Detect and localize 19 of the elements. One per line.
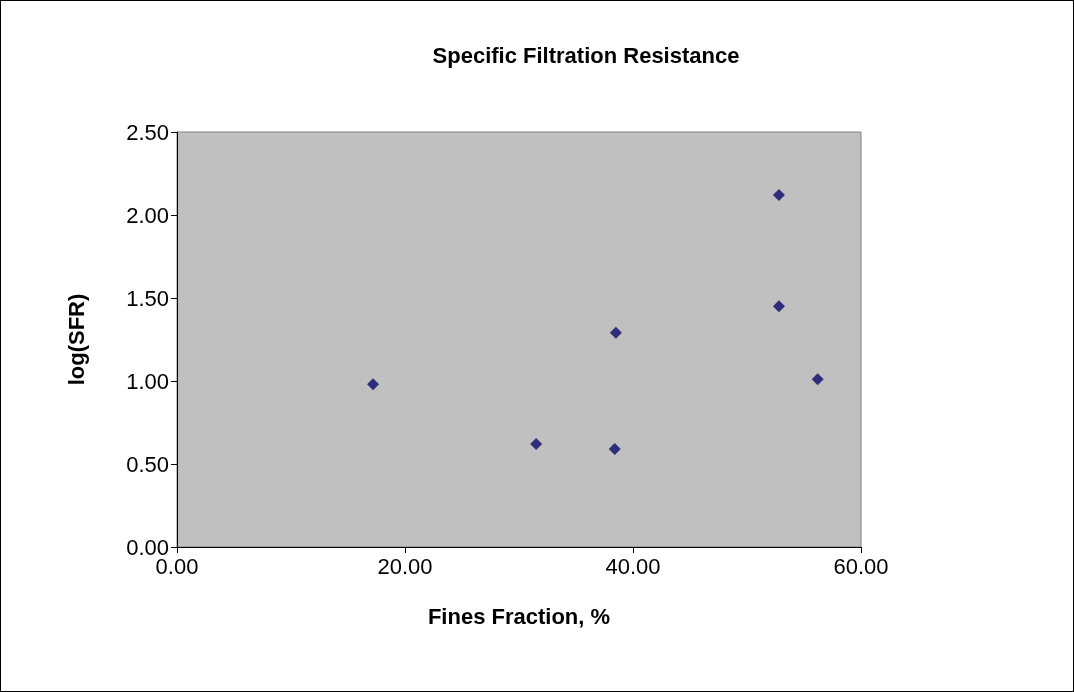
point — [608, 443, 621, 456]
x-tick-label: 40.00 — [605, 553, 661, 579]
point — [811, 373, 824, 386]
x-tick-label: 20.00 — [377, 553, 433, 579]
chart-title: Specific Filtration Resistance — [432, 42, 740, 68]
point — [772, 189, 785, 202]
y-tick-label: 1.50 — [126, 285, 169, 311]
x-axis-title: Fines Fraction, % — [427, 603, 611, 629]
y-tick-label: 2.50 — [126, 119, 169, 145]
y-tick-label: 0.00 — [126, 534, 169, 560]
point — [530, 438, 543, 451]
point — [367, 378, 380, 391]
y-axis-title: log(SFR) — [63, 293, 89, 386]
y-tick-label: 1.00 — [126, 368, 169, 394]
y-tick-label: 0.50 — [126, 451, 169, 477]
point — [609, 326, 622, 339]
y-tick-label: 2.00 — [126, 202, 169, 228]
point — [772, 300, 785, 313]
x-tick-label: 60.00 — [833, 553, 889, 579]
